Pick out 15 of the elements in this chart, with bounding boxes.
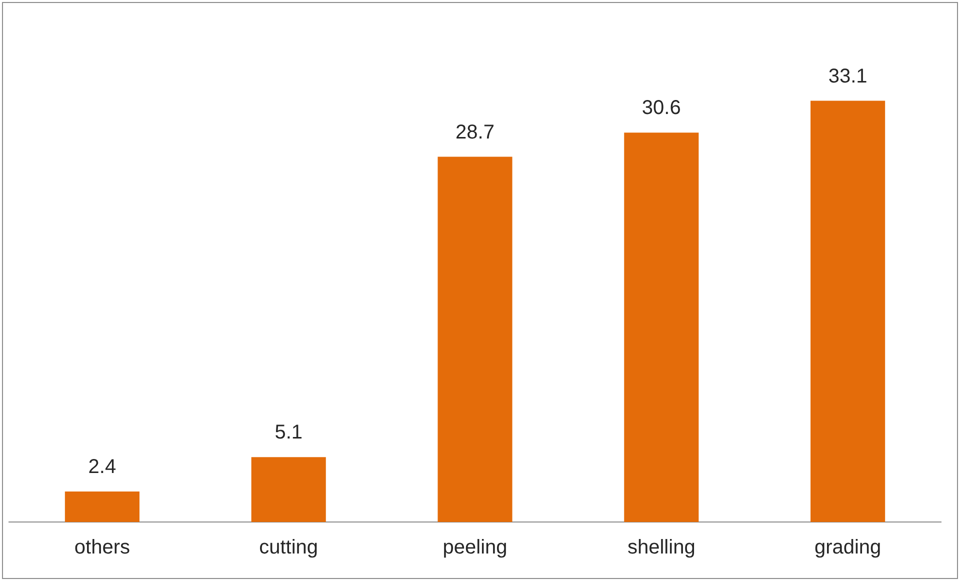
- x-tick-label: shelling: [627, 536, 696, 559]
- data-label: 33.1: [828, 65, 868, 88]
- bar: [810, 100, 886, 522]
- x-tick-label: peeling: [442, 536, 508, 559]
- bar: [438, 156, 512, 522]
- data-label: 2.4: [88, 456, 116, 478]
- x-tick-label: grading: [814, 536, 882, 559]
- data-label: 5.1: [274, 422, 303, 444]
- x-tick-label: others: [74, 536, 130, 559]
- x-tick-label: cutting: [259, 536, 318, 559]
- bar: [251, 457, 326, 522]
- bar: [64, 491, 140, 522]
- data-label: 28.7: [456, 121, 494, 144]
- data-label: 30.6: [642, 97, 681, 120]
- bar: [624, 132, 699, 522]
